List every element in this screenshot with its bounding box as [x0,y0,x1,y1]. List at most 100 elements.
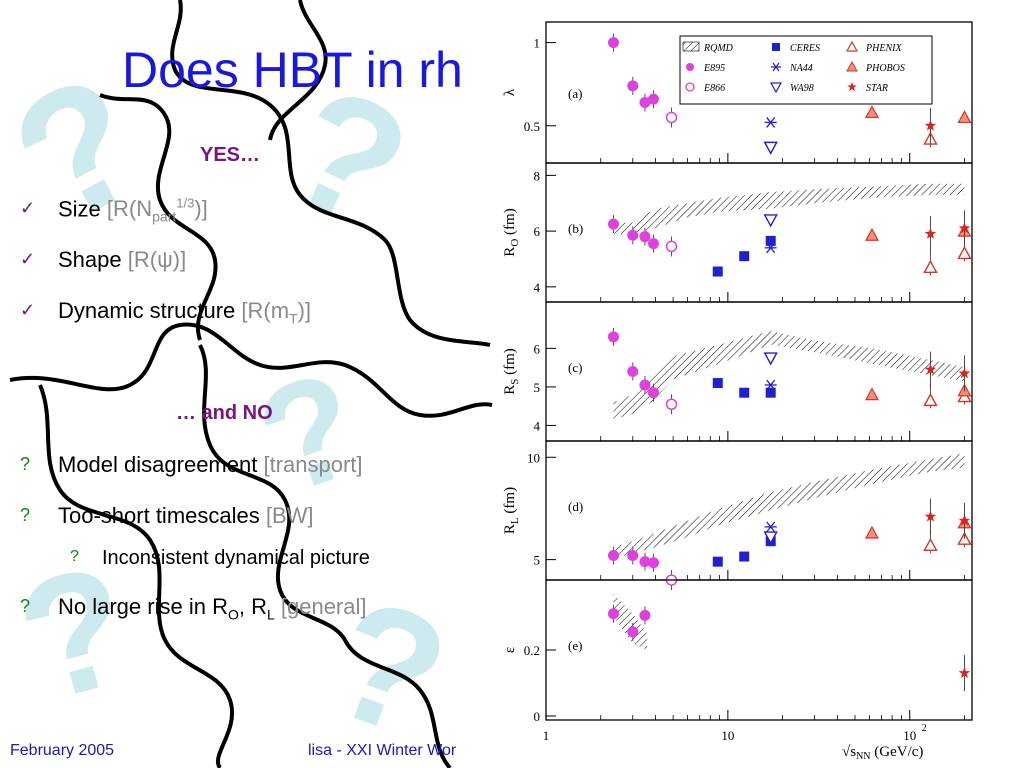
y-tick-label: 6 [534,224,541,239]
legend: RQMD CERES PHENIX E895 NA44 PHOBOS E866 WA98 STA… [679,35,933,105]
legend-label: STAR [866,83,888,94]
y-axis-label-sub: O [509,239,521,247]
panel-e: 0 0.2 ε (e) [502,579,973,724]
series-na44 [764,521,777,533]
marker-circle [665,398,678,410]
series-e895 [607,327,659,402]
data-point [764,379,777,391]
series-na44 [764,117,777,128]
series-e866 [665,236,678,257]
marker-circle [647,238,659,250]
y-axis-label-unit: (fm) [502,208,518,238]
data-point [665,394,678,415]
bullet-text: Shape [58,247,128,272]
marker-circle [607,608,619,620]
series-e895 [607,33,659,112]
bullet-text: Size [58,196,107,222]
decor-question-mark: ? [307,561,470,768]
yes-heading: YES… [200,144,261,166]
data-point [764,242,777,254]
data-point [864,105,879,119]
marker-triangle-open [923,392,938,407]
legend-swatch [685,82,695,92]
series-e866 [665,107,678,128]
bracket-text: [R(m [241,298,290,323]
legend-item: PHOBOS [846,60,905,74]
panel-tag: (a) [568,86,582,101]
marker-triangle-filled [864,228,879,241]
data-point [607,604,619,623]
data-point [763,531,778,545]
legend-swatch [682,41,700,52]
data-point [607,33,619,52]
no-heading: … and NO [176,402,273,424]
y-tick-label: 4 [534,280,541,295]
bracket-text: [R(N [106,196,153,222]
bullet-size: ✓ Size [R(Npart1/3)] [20,196,208,225]
legend-label: WA98 [790,83,814,94]
legend-item: NA44 [771,62,813,74]
data-point [739,551,750,562]
series-wa98 [763,531,778,545]
data-point [924,107,937,144]
data-point [763,141,778,155]
data-point [958,210,971,247]
bullet-bracket: [BW] [265,503,314,528]
legend-label: RQMD [703,43,734,54]
series-ceres [712,235,776,277]
bullet-bracket: [R(mT)] [241,298,312,326]
marker-circle [665,240,678,253]
bracket-end: )] [297,298,312,323]
marker-circle [639,231,651,243]
data-point [607,546,619,565]
legend-item: E895 [686,63,725,74]
marker-square [712,378,723,389]
y-tick-label: 10 [527,450,540,465]
series-wa98 [763,214,778,228]
marker-square [765,235,776,246]
series-star [924,351,971,392]
marker-circle [627,626,639,638]
data-point [958,502,971,539]
marker-triangle-down [763,214,778,228]
marker-triangle-open [923,259,938,274]
marker-asterisk [766,242,776,254]
legend-box [679,35,933,105]
y-tick-label: 6 [534,341,541,356]
marker-star [958,667,971,678]
data-point [739,251,750,262]
series-na44 [764,379,777,391]
marker-circle [647,93,659,105]
bullet-bracket: [transport] [263,452,363,477]
data-point [712,556,723,567]
marker-triangle-filled [864,105,879,119]
data-point [665,107,678,128]
data-point [864,228,879,241]
legend-label: PHOBOS [865,63,905,74]
check-icon: ✓ [20,249,36,269]
marker-triangle-filled [864,525,879,539]
x-tick-label-sup: 2 [922,723,927,734]
bracket-end: )] [172,247,187,272]
marker-circle [607,550,619,562]
marker-circle [647,557,659,569]
x-axis-label-unit: (GeV/c) [871,744,924,760]
x-tick-label: 10 [903,728,916,743]
data-point [627,622,639,641]
legend-swatch [772,62,780,72]
marker-circle [639,379,651,391]
marker-circle [665,111,678,124]
legend-label: CERES [790,43,820,54]
y-tick-label: 1 [534,36,541,51]
bracket-text: [R( [127,247,158,272]
legend-item: PHENIX [845,40,902,54]
y-tick-label: 0 [534,709,541,724]
bullet-text: Too-short timescales [58,503,266,528]
data-point [639,375,651,394]
data-point [924,215,937,252]
data-point [647,234,659,253]
data-point [647,90,659,109]
